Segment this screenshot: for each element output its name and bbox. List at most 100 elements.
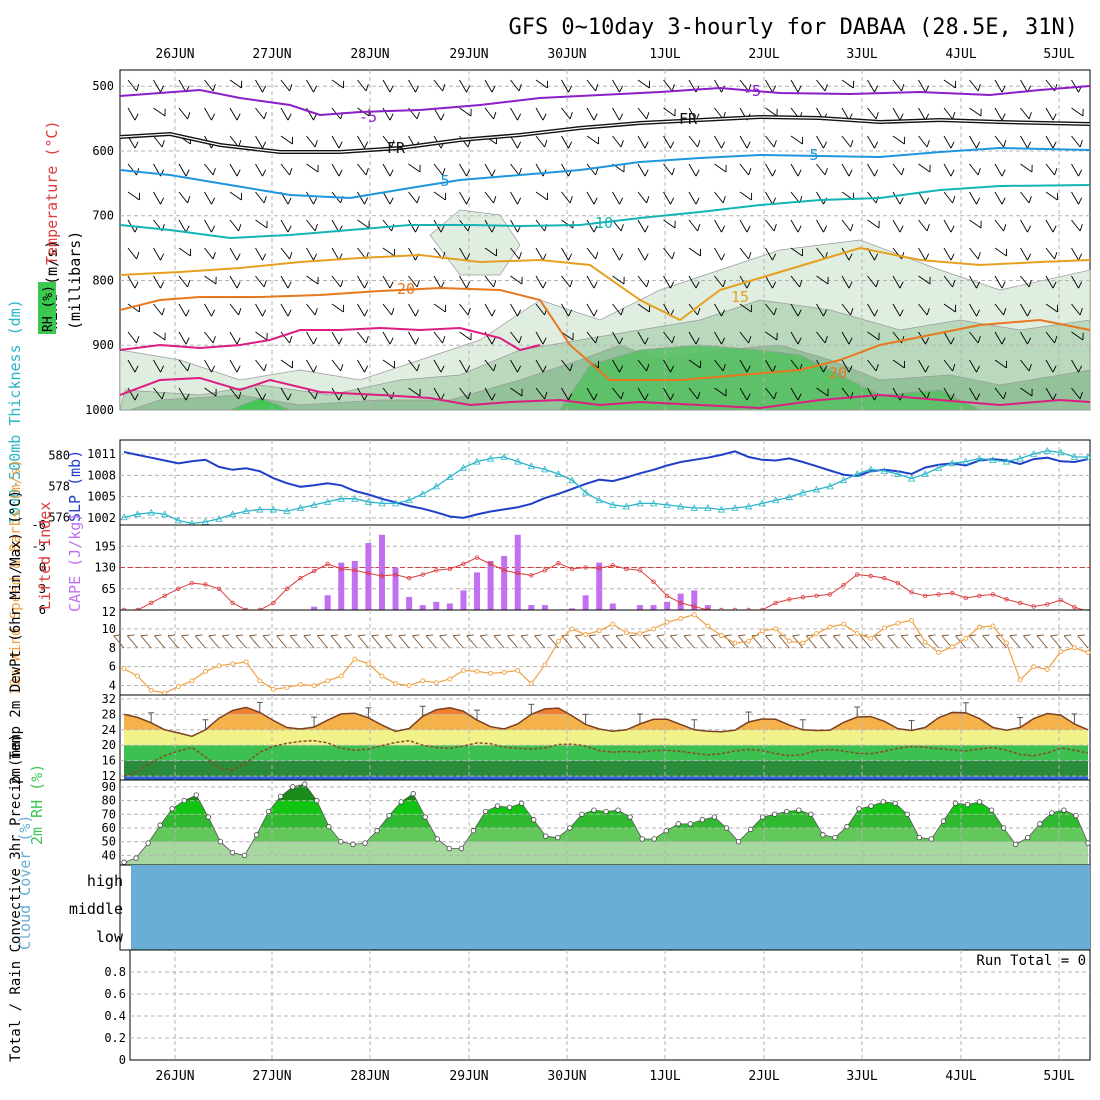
wind-barb [918,387,930,400]
barb-staff [535,191,548,201]
barb-feather [1078,253,1083,261]
wind-barb [586,303,598,317]
barb-feather [827,388,829,397]
barb-feather [136,252,140,260]
barb-staff [357,303,365,317]
li-point [352,568,358,573]
rh-point [844,823,850,830]
barb-staff [510,163,520,176]
barb-staff [255,275,265,288]
barb-staff [1071,359,1079,373]
li-point [271,600,276,606]
surface-barb [534,634,546,649]
thickness-point [934,463,943,471]
barb-staff [918,79,926,93]
wind-barb [178,219,190,233]
barb-feather [238,308,242,316]
barb-staff [892,79,902,92]
barb-staff [943,359,953,372]
barb-staff [892,387,901,401]
wind-barb [204,303,216,317]
wind-barb [382,191,394,205]
barb-staff [918,387,928,400]
barb-staff [408,247,416,261]
barb-feather [772,85,777,93]
wind-barb [153,79,165,93]
wind-barb [637,331,649,345]
barb-staff [1071,387,1081,400]
wind-barb [204,387,217,397]
wind-barb [841,219,854,232]
barb-feather [287,225,292,233]
surface-barb-staff [126,635,138,649]
barb-staff [637,359,647,372]
wind-barb [612,191,624,205]
surface-barb [181,634,193,649]
surface-barb [1063,634,1075,649]
barb-staff [663,135,671,149]
date-label-top: 30JUN [547,47,586,62]
wind-barb [1020,163,1033,173]
wind-barb [229,359,241,373]
barb-staff [433,275,442,289]
thickness-point [500,453,508,460]
barb-feather [670,393,675,401]
barb-staff [918,163,931,173]
slp-tick: 1008 [87,468,116,482]
barb-staff [484,163,493,177]
li-point [624,566,629,572]
wind-barb [841,331,853,345]
barb-staff [663,79,673,92]
barb-staff [331,387,340,401]
surface-barb [846,634,858,649]
barb-staff [994,359,1007,369]
li-point [284,586,290,591]
surface-barb-feather [819,634,827,637]
barb-staff [127,303,140,313]
barb-feather [695,169,700,177]
thickness-point [595,496,603,504]
wind-barb [969,219,982,229]
barb-staff [1045,247,1055,260]
surface-barb-staff [547,635,559,649]
wind-speed-point [841,621,847,627]
li-point [977,593,982,599]
barb-staff [535,359,544,373]
barb-feather [878,220,880,229]
barb-staff [229,275,238,289]
surface-barb-feather [493,634,502,637]
barb-staff [816,79,826,92]
barb-feather [725,388,727,397]
wind-barb [153,331,166,341]
li-point [515,570,520,576]
wind-barb [612,107,624,121]
barb-staff [765,107,778,117]
rh-point [880,799,886,805]
surface-barb-staff [670,635,682,649]
wind-speed-point [949,644,955,650]
barb-staff [331,275,341,288]
barb-staff [918,303,928,316]
barb-staff [484,107,494,120]
wind-barb [1045,219,1057,233]
temp-band [124,776,1088,780]
thickness-point [1070,453,1079,460]
wind-speed-point [1085,650,1091,655]
barb-staff [867,303,875,317]
barb-feather [212,168,216,176]
barb-staff [127,107,136,121]
barb-staff [943,163,952,177]
barb-staff [943,303,956,313]
barb-staff [178,359,188,372]
wind-barb [867,79,879,93]
surface-barb-staff [832,635,844,649]
barb-staff [765,163,773,177]
barb-feather [313,365,318,373]
barb-staff [357,219,370,229]
thickness-point [758,499,766,507]
wind-barb [484,79,496,93]
li-point [339,566,344,572]
wind-barb [1071,359,1083,373]
wind-barb [714,331,726,345]
